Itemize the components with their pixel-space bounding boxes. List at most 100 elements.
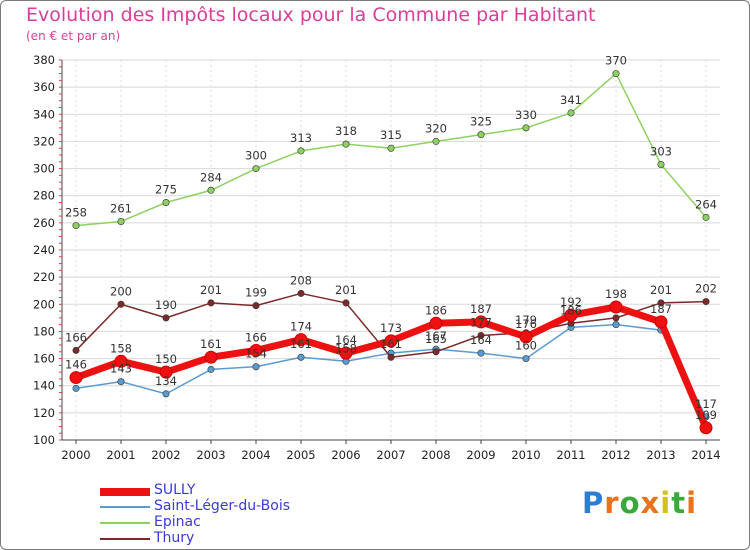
data-label-sully: 150 — [155, 352, 177, 366]
x-tick-label: 2008 — [421, 448, 450, 462]
data-point-epinac — [522, 124, 530, 132]
data-label-epinac: 315 — [380, 128, 402, 142]
legend-label-sully: SULLY — [154, 482, 196, 498]
data-point-saint-l-ger-du-bois — [612, 321, 620, 329]
data-point-thury — [612, 314, 620, 322]
data-point-epinac — [72, 222, 80, 230]
data-label-epinac: 303 — [650, 145, 672, 159]
data-point-thury — [657, 299, 665, 307]
data-point-sully — [429, 316, 443, 330]
data-label-saint-l-ger-du-bois: 164 — [470, 333, 492, 347]
data-point-saint-l-ger-du-bois — [207, 365, 215, 373]
data-point-sully — [564, 308, 578, 322]
y-tick-label: 280 — [33, 189, 55, 203]
x-tick-label: 2013 — [646, 448, 675, 462]
data-point-sully — [69, 371, 83, 385]
logo-letter: r — [604, 486, 620, 520]
data-point-sully — [114, 354, 128, 368]
x-tick-label: 2002 — [151, 448, 180, 462]
x-tick-label: 2000 — [61, 448, 90, 462]
legend-label-saint-leger: Saint-Léger-du-Bois — [154, 498, 291, 514]
data-label-epinac: 284 — [200, 170, 222, 184]
data-point-thury — [207, 299, 215, 307]
data-label-epinac: 320 — [425, 121, 447, 135]
data-point-epinac — [612, 70, 620, 78]
proxiti-logo: Proxiti — [582, 486, 697, 520]
x-tick-label: 2007 — [376, 448, 405, 462]
data-label-thury: 165 — [425, 332, 447, 346]
legend-label-epinac: Epinac — [154, 514, 201, 530]
data-label-epinac: 370 — [605, 54, 627, 68]
chart-title: Evolution des Impôts locaux pour la Comm… — [26, 4, 596, 26]
x-tick-label: 2006 — [331, 448, 360, 462]
x-tick-label: 2001 — [106, 448, 135, 462]
data-label-thury: 190 — [155, 298, 177, 312]
y-tick-label: 140 — [33, 379, 55, 393]
data-label-saint-l-ger-du-bois: 161 — [290, 337, 312, 351]
y-tick-label: 360 — [33, 80, 55, 94]
data-point-sully — [609, 300, 623, 314]
data-label-sully: 166 — [245, 330, 267, 344]
data-point-sully — [294, 333, 308, 347]
data-point-epinac — [297, 147, 305, 155]
data-point-sully — [204, 350, 218, 364]
data-label-thury: 161 — [380, 337, 402, 351]
data-point-saint-l-ger-du-bois — [72, 384, 80, 392]
logo-letter: i — [686, 486, 698, 520]
data-label-epinac: 300 — [245, 149, 267, 163]
x-tick-label: 2014 — [691, 448, 720, 462]
data-label-thury: 177 — [470, 316, 492, 330]
data-point-sully — [159, 365, 173, 379]
data-label-thury: 208 — [290, 273, 312, 287]
y-tick-label: 160 — [33, 352, 55, 366]
y-tick-label: 220 — [33, 270, 55, 284]
legend-swatch-thury — [100, 538, 150, 540]
data-point-thury — [297, 289, 305, 297]
data-point-saint-l-ger-du-bois — [162, 390, 170, 398]
x-tick-label: 2012 — [601, 448, 630, 462]
x-tick-label: 2010 — [511, 448, 540, 462]
y-tick-label: 260 — [33, 216, 55, 230]
x-tick-label: 2005 — [286, 448, 315, 462]
logo-letter: i — [660, 486, 672, 520]
data-point-thury — [342, 299, 350, 307]
data-label-thury: 186 — [560, 303, 582, 317]
data-point-epinac — [702, 213, 710, 221]
data-point-sully — [384, 334, 398, 348]
data-point-sully — [249, 343, 263, 357]
data-point-thury — [162, 314, 170, 322]
data-point-epinac — [252, 165, 260, 173]
data-label-thury: 179 — [515, 313, 537, 327]
data-label-sully: 164 — [335, 333, 357, 347]
x-tick-label: 2003 — [196, 448, 225, 462]
data-point-epinac — [207, 186, 215, 194]
data-point-saint-l-ger-du-bois — [252, 363, 260, 371]
y-tick-label: 380 — [33, 53, 55, 67]
data-point-thury — [117, 300, 125, 308]
x-tick-label: 2011 — [556, 448, 585, 462]
data-label-sully: 158 — [110, 341, 132, 355]
legend-label-thury: Thury — [154, 530, 195, 546]
logo-letter: x — [640, 486, 661, 520]
legend-item-sully: SULLY — [100, 482, 400, 498]
data-point-thury — [432, 348, 440, 356]
legend-item-thury: Thury — [100, 530, 400, 546]
data-label-sully: 198 — [605, 287, 627, 301]
data-label-sully: 186 — [425, 303, 447, 317]
data-label-thury: 166 — [65, 330, 87, 344]
chart-subtitle: (en € et par an) — [26, 29, 121, 43]
data-label-sully: 176 — [515, 317, 537, 331]
data-point-sully — [474, 315, 488, 329]
data-label-sully: 161 — [200, 337, 222, 351]
data-label-epinac: 318 — [335, 124, 357, 138]
data-point-thury — [252, 302, 260, 310]
data-point-sully — [654, 315, 668, 329]
data-point-epinac — [477, 131, 485, 139]
data-label-saint-l-ger-du-bois: 117 — [695, 397, 717, 411]
logo-letter: o — [619, 486, 641, 520]
data-label-sully: 192 — [560, 295, 582, 309]
legend-swatch-epinac — [100, 522, 150, 524]
data-point-epinac — [657, 161, 665, 169]
legend-swatch-saint-leger — [100, 506, 150, 508]
data-point-sully — [339, 346, 353, 360]
